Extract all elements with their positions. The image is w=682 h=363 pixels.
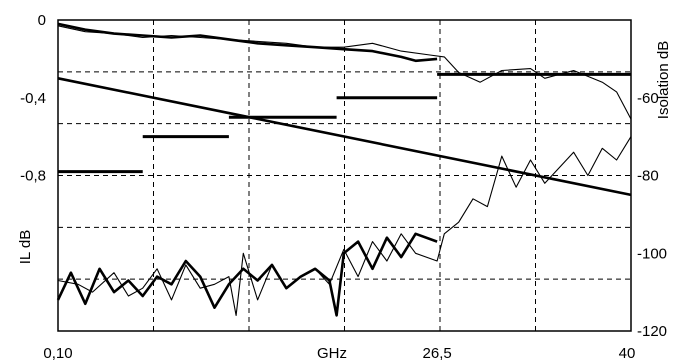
x-tick-label: 40 <box>619 345 636 362</box>
y-right-tick-label: -80 <box>637 168 659 185</box>
y-right-axis-title: Isolation dB <box>655 41 672 119</box>
x-tick-label: 0,10 <box>43 345 72 362</box>
y-right-tick-label: -60 <box>637 90 659 107</box>
y-right-tick-label: -100 <box>637 245 667 262</box>
series-line-3 <box>57 77 632 197</box>
series-line-1 <box>57 22 438 63</box>
y-left-tick-label: -0,8 <box>20 168 46 185</box>
y-left-axis-title: IL dB <box>17 230 34 264</box>
y-left-tick-label: -0,4 <box>20 90 46 107</box>
y-left-tick-label: 0 <box>38 12 46 29</box>
series-line-5 <box>56 232 438 317</box>
series-line-6 <box>57 136 632 316</box>
x-axis-title: GHz <box>317 345 347 362</box>
x-tick-label: 26,5 <box>423 345 452 362</box>
tick-labels: 0,10 26,5 40 0 -0,4 -0,8 -60 -80 -100 -120 <box>20 12 667 362</box>
series-line-2 <box>57 25 632 120</box>
y-right-tick-label: -120 <box>637 323 667 340</box>
plot-frame <box>57 19 632 332</box>
series-group <box>56 22 632 317</box>
